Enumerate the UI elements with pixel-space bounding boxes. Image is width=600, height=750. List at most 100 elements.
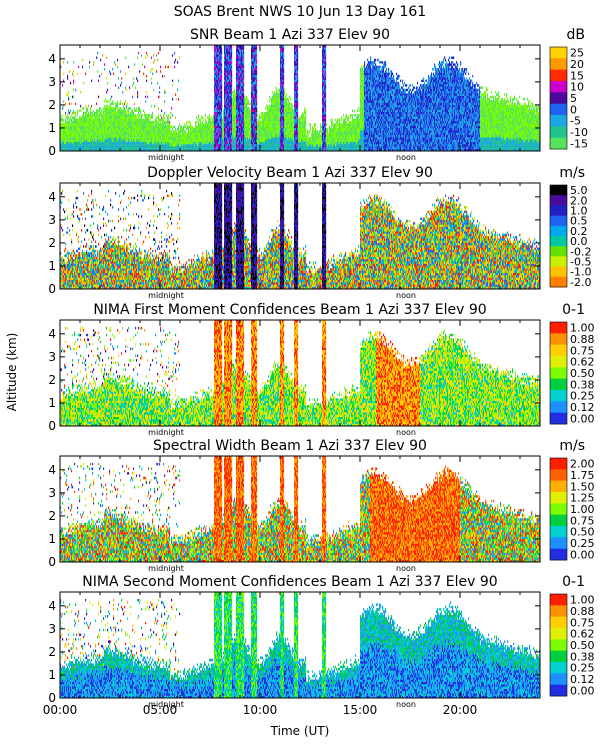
heatmap-cell bbox=[122, 112, 123, 114]
heatmap-cell bbox=[83, 112, 84, 114]
heatmap-cell bbox=[106, 139, 107, 141]
heatmap-cell bbox=[149, 137, 150, 139]
heatmap-cell bbox=[121, 142, 122, 144]
heatmap-cell bbox=[132, 142, 133, 144]
heatmap-cell bbox=[67, 137, 68, 139]
heatmap-cell bbox=[88, 137, 89, 139]
heatmap-cell bbox=[84, 128, 85, 130]
heatmap-cell bbox=[65, 137, 66, 139]
heatmap-cell bbox=[131, 121, 132, 123]
heatmap-cell bbox=[88, 135, 89, 137]
heatmap-cell bbox=[84, 142, 85, 144]
heatmap-cell bbox=[63, 119, 64, 121]
heatmap-cell bbox=[137, 93, 138, 95]
heatmap-cell bbox=[118, 130, 119, 132]
heatmap-cell bbox=[153, 144, 154, 146]
heatmap-cell bbox=[151, 133, 152, 135]
heatmap-cell bbox=[110, 144, 111, 146]
heatmap-cell bbox=[98, 116, 99, 118]
heatmap-cell bbox=[75, 130, 76, 132]
heatmap-cell bbox=[74, 126, 75, 128]
heatmap-cell bbox=[71, 121, 72, 123]
heatmap-cell bbox=[133, 121, 134, 123]
heatmap-cell bbox=[115, 142, 116, 144]
heatmap-cell bbox=[154, 105, 155, 107]
heatmap-cell bbox=[111, 139, 112, 141]
heatmap-cell bbox=[69, 146, 70, 148]
heatmap-cell bbox=[72, 123, 73, 125]
heatmap-cell bbox=[104, 63, 105, 65]
heatmap-cell bbox=[148, 137, 149, 139]
heatmap-cell bbox=[111, 96, 112, 98]
heatmap-cell bbox=[130, 137, 131, 139]
heatmap-cell bbox=[87, 121, 88, 123]
heatmap-cell bbox=[83, 133, 84, 135]
heatmap-cell bbox=[141, 146, 142, 148]
heatmap-cell bbox=[147, 116, 148, 118]
heatmap-cell bbox=[87, 142, 88, 144]
heatmap-cell bbox=[121, 121, 122, 123]
heatmap-cell bbox=[118, 110, 119, 112]
heatmap-cell bbox=[81, 144, 82, 146]
heatmap-cell bbox=[71, 130, 72, 132]
heatmap-cell bbox=[95, 112, 96, 114]
heatmap-cell bbox=[113, 130, 114, 132]
heatmap-cell bbox=[134, 133, 135, 135]
heatmap-cell bbox=[108, 126, 109, 128]
heatmap-cell bbox=[93, 146, 94, 148]
heatmap-cell bbox=[112, 135, 113, 137]
heatmap-cell bbox=[120, 112, 121, 114]
heatmap-cell bbox=[116, 126, 117, 128]
heatmap-cell bbox=[78, 121, 79, 123]
heatmap-cell bbox=[123, 105, 124, 107]
heatmap-cell bbox=[146, 121, 147, 123]
heatmap-cell bbox=[138, 133, 139, 135]
heatmap-cell bbox=[86, 130, 87, 132]
heatmap-cell bbox=[135, 144, 136, 146]
heatmap-cell bbox=[141, 121, 142, 123]
heatmap-cell bbox=[81, 137, 82, 139]
heatmap-cell bbox=[82, 123, 83, 125]
heatmap-cell bbox=[108, 116, 109, 118]
heatmap-cell bbox=[144, 128, 145, 130]
heatmap-cell bbox=[128, 123, 129, 125]
heatmap-cell bbox=[86, 126, 87, 128]
heatmap-cell bbox=[105, 126, 106, 128]
heatmap-cell bbox=[146, 80, 147, 82]
heatmap-cell bbox=[136, 126, 137, 128]
heatmap-cell bbox=[77, 123, 78, 125]
heatmap-cell bbox=[124, 135, 125, 137]
heatmap-cell bbox=[85, 114, 86, 116]
heatmap-cell bbox=[153, 130, 154, 132]
heatmap-cell bbox=[94, 137, 95, 139]
heatmap-cell bbox=[106, 135, 107, 137]
heatmap-cell bbox=[129, 121, 130, 123]
heatmap-cell bbox=[75, 144, 76, 146]
heatmap-cell bbox=[141, 128, 142, 130]
heatmap-cell bbox=[82, 144, 83, 146]
heatmap-cell bbox=[134, 121, 135, 123]
heatmap-cell bbox=[99, 121, 100, 123]
figure-title: SOAS Brent NWS 10 Jun 13 Day 161 bbox=[174, 4, 426, 20]
heatmap-cell bbox=[86, 121, 87, 123]
heatmap-cell bbox=[132, 112, 133, 114]
heatmap-cell bbox=[83, 137, 84, 139]
heatmap-cell bbox=[73, 112, 74, 114]
heatmap-cell bbox=[152, 116, 153, 118]
heatmap-cell bbox=[86, 133, 87, 135]
heatmap-cell bbox=[90, 123, 91, 125]
heatmap-cell bbox=[66, 137, 67, 139]
heatmap-cell bbox=[93, 119, 94, 121]
heatmap-cell bbox=[63, 146, 64, 148]
heatmap-cell bbox=[75, 142, 76, 144]
heatmap-cell bbox=[116, 135, 117, 137]
heatmap-cell bbox=[134, 116, 135, 118]
heatmap-cell bbox=[111, 103, 112, 105]
heatmap-cell bbox=[134, 119, 135, 121]
heatmap-cell bbox=[122, 137, 123, 139]
heatmap-cell bbox=[138, 130, 139, 132]
heatmap-cell bbox=[114, 133, 115, 135]
heatmap-cell bbox=[86, 112, 87, 114]
heatmap-cell bbox=[134, 103, 135, 105]
